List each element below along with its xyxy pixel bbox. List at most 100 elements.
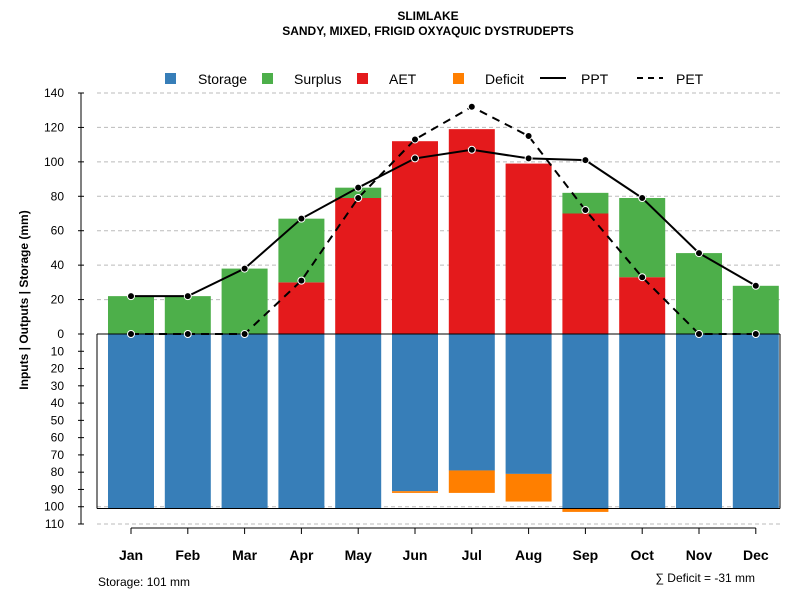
y-tick-label: 40 — [51, 396, 65, 410]
ppt-point — [638, 194, 647, 203]
ppt-point — [411, 154, 419, 163]
aet-bar — [505, 163, 552, 334]
y-tick-label: 10 — [51, 344, 65, 358]
legend-surplus-swatch — [262, 73, 273, 84]
storage-bar — [164, 334, 211, 509]
y-tick-label: 120 — [44, 120, 64, 134]
x-tick-label: Feb — [175, 547, 200, 563]
ppt-point — [695, 249, 703, 258]
aet-bar — [335, 198, 382, 334]
ppt-point — [297, 214, 306, 223]
legend-storage-swatch — [165, 73, 176, 84]
ppt-point — [240, 264, 249, 273]
x-tick-label: Aug — [515, 547, 542, 563]
legend-deficit-label: Deficit — [485, 71, 524, 87]
y-tick-label: 0 — [57, 327, 64, 341]
y-tick-label: 80 — [51, 465, 65, 479]
surplus-bar — [278, 218, 325, 283]
pet-point — [183, 330, 192, 338]
bars — [108, 129, 779, 512]
y-tick-label: 60 — [51, 431, 65, 445]
storage-bar — [619, 334, 666, 509]
aet-bar — [619, 277, 666, 334]
storage-bar — [505, 334, 552, 474]
y-tick-label: 50 — [51, 413, 65, 427]
y-tick-label: 90 — [51, 482, 65, 496]
x-tick-label: Dec — [743, 547, 769, 563]
storage-bar — [278, 334, 325, 509]
pet-point — [581, 206, 590, 215]
x-tick-label: Jan — [119, 547, 143, 563]
pet-point — [411, 135, 419, 144]
surplus-bar — [562, 192, 609, 214]
ppt-line — [131, 148, 757, 298]
ppt-point — [183, 292, 192, 301]
axes: 0 20 40 60 80 100 120 140 10 20 30 40 50 60 70 80 90 100 1… — [44, 86, 781, 563]
deficit-bar — [448, 470, 495, 493]
aet-bar — [448, 129, 495, 334]
x-tick-label: Nov — [686, 547, 713, 563]
pet-line — [131, 105, 756, 335]
ppt-point — [751, 281, 760, 290]
storage-bar — [448, 334, 495, 471]
y-axis-label: Inputs | Outputs | Storage (mm) — [17, 210, 31, 389]
ppt-point — [467, 145, 476, 154]
legend-deficit-swatch — [453, 73, 464, 84]
surplus-bar — [619, 198, 666, 278]
surplus-bar — [108, 296, 154, 334]
legend-ppt-label: PPT — [581, 71, 609, 87]
y-tick-label: 100 — [44, 155, 64, 169]
grid — [97, 92, 780, 525]
y-tick-label: 110 — [45, 517, 64, 531]
pet-point — [297, 276, 306, 285]
pet-point — [524, 132, 533, 141]
x-tick-label: Jul — [462, 547, 482, 563]
y-tick-label: 70 — [51, 448, 65, 462]
storage-bar — [108, 334, 154, 509]
legend-aet-swatch — [357, 73, 368, 84]
storage-bar — [676, 334, 722, 509]
series-lines — [127, 102, 760, 338]
x-tick-label: May — [345, 547, 372, 563]
storage-bar — [392, 334, 438, 492]
pet-point — [695, 330, 703, 338]
footer-storage: Storage: 101 mm — [98, 575, 190, 589]
surplus-bar — [221, 268, 268, 334]
surplus-bar — [732, 285, 779, 334]
y-tick-label: 100 — [44, 500, 64, 514]
pet-point — [467, 102, 476, 111]
chart-subtitle: SANDY, MIXED, FRIGID OXYAQUIC DYSTRUDEPT… — [282, 24, 574, 38]
deficit-bar — [562, 508, 609, 512]
deficit-bar — [392, 491, 438, 493]
surplus-bar — [335, 187, 382, 199]
ppt-point — [127, 292, 135, 301]
legend-pet-label: PET — [676, 71, 704, 87]
x-tick-label: Mar — [232, 547, 257, 563]
x-tick-label: Apr — [289, 547, 314, 563]
deficit-bar — [505, 473, 552, 502]
storage-bar — [562, 334, 609, 509]
pet-point — [751, 330, 760, 338]
x-tick-label: Oct — [631, 547, 655, 563]
surplus-bar — [676, 253, 722, 334]
storage-bar — [221, 334, 268, 509]
y-tick-label: 30 — [51, 379, 65, 393]
aet-bar — [392, 141, 438, 334]
pet-point — [240, 330, 249, 338]
y-tick-label: 140 — [44, 86, 64, 100]
footer-deficit: ∑ Deficit = -31 mm — [655, 571, 755, 585]
storage-bar — [732, 334, 779, 509]
chart-title: SLIMLAKE — [397, 9, 458, 23]
legend-aet-label: AET — [389, 71, 417, 87]
legend-storage-label: Storage — [198, 71, 247, 87]
pet-point — [638, 273, 647, 282]
x-tick-label: Jun — [403, 547, 428, 563]
surplus-bar — [164, 296, 211, 334]
aet-bar — [562, 213, 609, 334]
pet-point — [127, 330, 135, 338]
x-tick-label: Sep — [573, 547, 599, 563]
pet-point — [354, 194, 363, 203]
ppt-point — [354, 183, 363, 192]
y-tick-label: 20 — [51, 362, 65, 376]
